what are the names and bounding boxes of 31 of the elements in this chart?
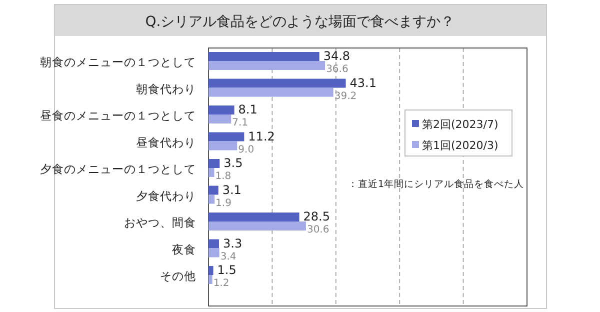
data-label: 9.0	[238, 144, 254, 156]
data-label: 3.4	[220, 251, 236, 262]
data-label: 39.2	[334, 90, 357, 102]
y-tick-label: 朝食代わり	[136, 82, 196, 96]
legend-label: 第2回(2023/7)	[422, 118, 498, 131]
data-label: 8.1	[238, 102, 258, 116]
data-label: 3.3	[223, 236, 242, 250]
y-tick-label: 昼食のメニューの１つとして	[40, 108, 196, 122]
y-tick-label: 夕食代わり	[136, 188, 196, 203]
data-label: 3.1	[222, 182, 242, 197]
y-tick-label: 昼食代わり	[136, 135, 196, 150]
data-label: 1.9	[216, 198, 232, 209]
y-tick-label: 夕食のメニューの１つとして	[40, 162, 196, 176]
data-label: 28.5	[303, 210, 330, 224]
data-label: 34.8	[323, 49, 350, 63]
y-tick-label: その他	[160, 269, 196, 283]
data-label: 30.6	[306, 224, 330, 236]
data-label: 3.5	[224, 156, 243, 170]
data-label: 36.6	[326, 64, 348, 75]
annotation: ：直近1年間にシリアル食品を食べた人	[348, 178, 524, 190]
data-label: 1.5	[217, 263, 236, 277]
y-tick-label: 夜食	[172, 242, 196, 256]
data-label: 43.1	[350, 76, 376, 90]
title: Q.シリアル食品をどのような場面で食べますか？	[145, 14, 455, 30]
y-tick-label: おやつ、間食	[124, 216, 196, 230]
data-label: 1.8	[215, 171, 232, 182]
data-label: 11.2	[248, 129, 275, 144]
data-label: 7.1	[232, 118, 248, 128]
legend-label: 第1回(2020/3)	[422, 139, 498, 152]
data-label: 1.2	[213, 278, 230, 289]
y-tick-label: 朝食のメニューの１つとして	[40, 55, 196, 69]
